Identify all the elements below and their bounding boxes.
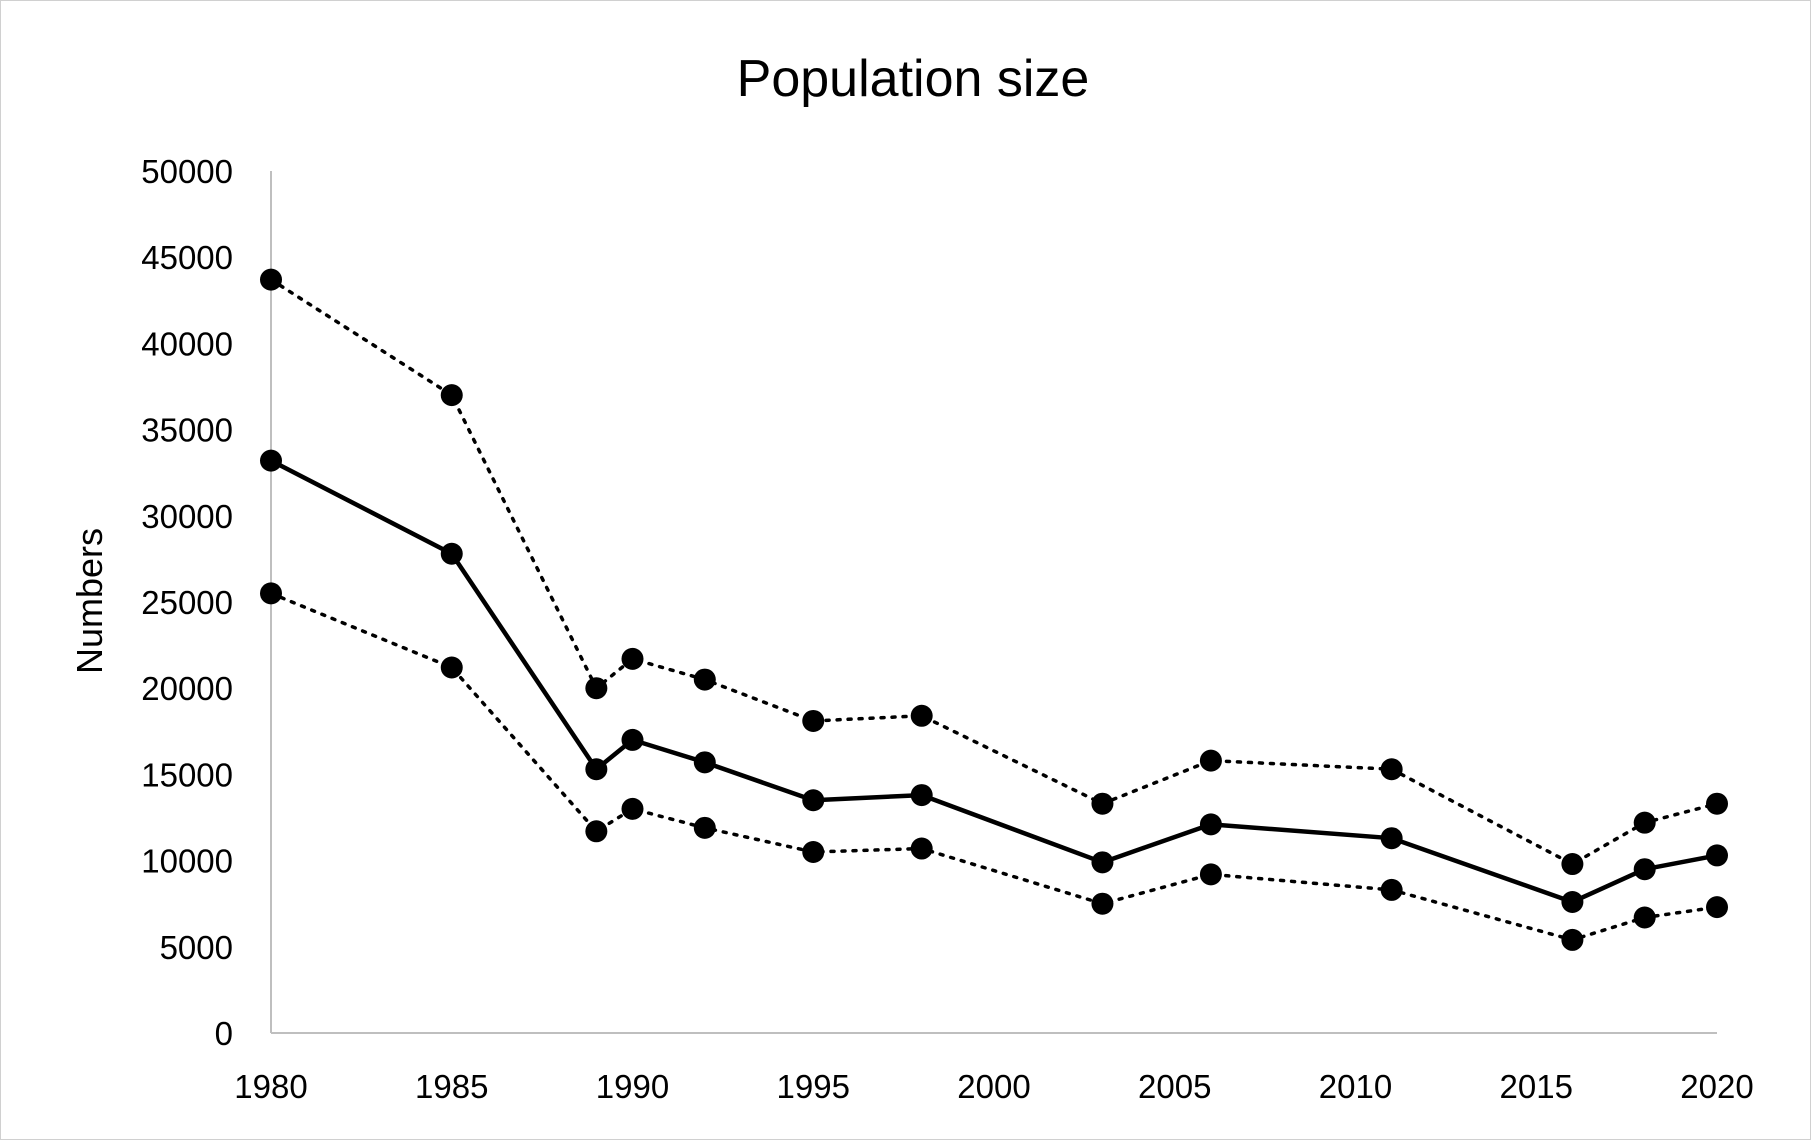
series-3-point: [1706, 896, 1728, 919]
y-axis-title: Numbers: [69, 528, 110, 674]
y-tick-label: 40000: [141, 325, 233, 362]
axes: [270, 171, 1717, 1034]
series-1-point: [260, 268, 282, 291]
x-tick-label: 2010: [1319, 1068, 1392, 1105]
series-2-point: [1199, 813, 1222, 836]
x-tick-label: 2005: [1138, 1068, 1211, 1105]
y-tick-label: 30000: [141, 498, 233, 535]
series-2-point: [910, 784, 933, 807]
series-3-point: [1199, 863, 1222, 886]
y-tick-label: 0: [215, 1015, 233, 1052]
series-line-2: [269, 458, 1718, 905]
y-tick-labels: 0 5000 10000 15000 20000 25000 30000 35000 40000…: [141, 153, 233, 1052]
x-tick-label: 1995: [777, 1068, 850, 1105]
x-tick-label: 1990: [596, 1068, 669, 1105]
y-tick-label: 35000: [141, 412, 233, 449]
series-3-point: [621, 797, 644, 820]
x-tick-label: 1980: [234, 1068, 307, 1105]
chart-title: Population size: [737, 50, 1090, 108]
y-tick-label: 10000: [141, 843, 233, 880]
y-tick-label: 50000: [141, 153, 233, 190]
series-3-point: [693, 816, 716, 839]
series-3-point: [440, 656, 463, 679]
series-1-point: [440, 384, 463, 407]
series-3-point: [260, 582, 282, 605]
series-line-1: [269, 277, 1719, 867]
series-1-point: [1633, 811, 1656, 834]
series-1-point: [693, 668, 716, 691]
series-3-point: [1561, 928, 1584, 951]
series-1-point: [1380, 758, 1403, 781]
series-2-point: [1091, 851, 1114, 874]
series-3-point: [585, 820, 608, 843]
x-tick-labels: 1980 1985 1990 1995 2000 2005 2010 2015 2020: [234, 1068, 1753, 1105]
series-1-point: [1199, 749, 1222, 772]
series-1-point: [910, 704, 933, 727]
series-1-point: [621, 647, 644, 670]
series-points: [260, 268, 1728, 951]
y-tick-label: 20000: [141, 670, 233, 707]
series-2-point: [1706, 844, 1728, 867]
series-1-point: [802, 709, 825, 732]
series-lines: [269, 277, 1719, 942]
series-2-point: [1633, 858, 1656, 881]
series-1-point: [585, 677, 608, 700]
series-3-point: [910, 837, 933, 860]
series-line-3: [269, 591, 1719, 942]
series-2-point: [585, 758, 608, 781]
series-3-point: [1380, 878, 1403, 901]
y-tick-label: 15000: [141, 756, 233, 793]
x-tick-label: 2000: [957, 1068, 1030, 1105]
series-2-point: [1380, 827, 1403, 850]
series-2-point: [260, 449, 282, 472]
series-2-point: [1561, 890, 1584, 913]
x-tick-label: 1985: [415, 1068, 488, 1105]
series-3-point: [802, 840, 825, 863]
series-1-point: [1561, 853, 1584, 876]
y-tick-label: 45000: [141, 239, 233, 276]
series-2-point: [802, 789, 825, 812]
y-tick-label: 25000: [141, 584, 233, 621]
series-2-point: [440, 542, 463, 565]
series-3-point: [1091, 892, 1114, 915]
series-2-point: [621, 728, 644, 751]
series-1-point: [1091, 792, 1114, 815]
series-2-point: [693, 751, 716, 774]
x-tick-label: 2015: [1500, 1068, 1573, 1105]
y-tick-label: 5000: [160, 929, 233, 966]
x-tick-label: 2020: [1680, 1068, 1753, 1105]
series-3-point: [1633, 906, 1656, 929]
series-1-point: [1706, 792, 1728, 815]
